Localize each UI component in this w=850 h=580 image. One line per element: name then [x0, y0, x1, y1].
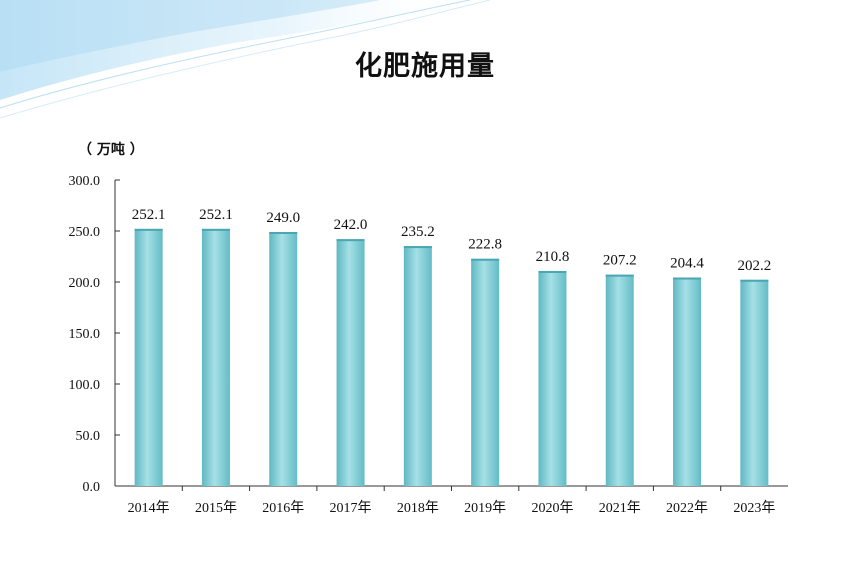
x-tick-label: 2023年 — [733, 500, 775, 516]
bar — [201, 228, 230, 486]
bar-top-edge — [336, 239, 365, 242]
bar-value-label: 242.0 — [334, 217, 368, 233]
bar-top-edge — [201, 228, 230, 231]
bar-top-edge — [673, 277, 702, 280]
y-tick-label: 200.0 — [69, 276, 101, 291]
bar-value-label: 252.1 — [132, 207, 166, 223]
x-tick-label: 2014年 — [128, 500, 170, 516]
y-axis-unit-label: （ 万吨 ） — [78, 142, 144, 158]
x-tick-label: 2020年 — [531, 500, 573, 516]
bar-top-edge — [538, 270, 567, 273]
bar — [269, 232, 298, 486]
bar-top-edge — [471, 258, 500, 261]
bar-value-label: 207.2 — [603, 253, 637, 269]
bar — [403, 246, 432, 486]
y-axis: 0.0 50.0 100.0 150.0 200.0 250.0 300.0 — [69, 174, 120, 495]
bar — [134, 228, 163, 486]
x-tick-label: 2021年 — [599, 500, 641, 516]
bar — [673, 277, 702, 486]
x-tick-label: 2016年 — [262, 500, 304, 516]
bar-top-edge — [605, 274, 634, 277]
bar — [538, 270, 567, 486]
y-tick-label: 50.0 — [76, 429, 101, 444]
x-tick-label: 2018年 — [397, 500, 439, 516]
x-tick-label: 2019年 — [464, 500, 506, 516]
bar-top-edge — [740, 279, 769, 282]
bar-value-label: 235.2 — [401, 224, 435, 240]
bar-top-edge — [134, 228, 163, 231]
y-tick-label: 150.0 — [69, 327, 101, 342]
x-axis: 2014年 2015年 2016年 2017年 2018年 2019年 2020年 2021年… — [115, 485, 788, 516]
bar-value-label: 202.2 — [737, 258, 771, 274]
bar — [740, 279, 769, 486]
bar-value-label: 249.0 — [266, 210, 300, 226]
chart-title: 化肥施用量 — [355, 51, 495, 82]
bar-top-edge — [403, 246, 432, 249]
bar-value-label: 252.1 — [199, 207, 233, 223]
x-tick-label: 2015年 — [195, 500, 237, 516]
y-tick-label: 100.0 — [69, 378, 101, 393]
bar — [336, 239, 365, 486]
bar — [471, 258, 500, 486]
bar-value-label: 210.8 — [536, 249, 570, 265]
bar-top-edge — [269, 232, 298, 235]
x-tick-label: 2017年 — [330, 500, 372, 516]
bars-group: 252.1 252.1 249.0 242.0 235.2 222.8 210.8 207.2… — [132, 207, 771, 486]
y-tick-label: 0.0 — [83, 480, 101, 495]
y-tick-label: 300.0 — [69, 174, 101, 189]
x-tick-label: 2022年 — [666, 500, 708, 516]
bar — [605, 274, 634, 486]
bar-value-label: 204.4 — [670, 256, 704, 272]
y-tick-label: 250.0 — [69, 225, 101, 240]
bar-value-label: 222.8 — [468, 237, 502, 253]
